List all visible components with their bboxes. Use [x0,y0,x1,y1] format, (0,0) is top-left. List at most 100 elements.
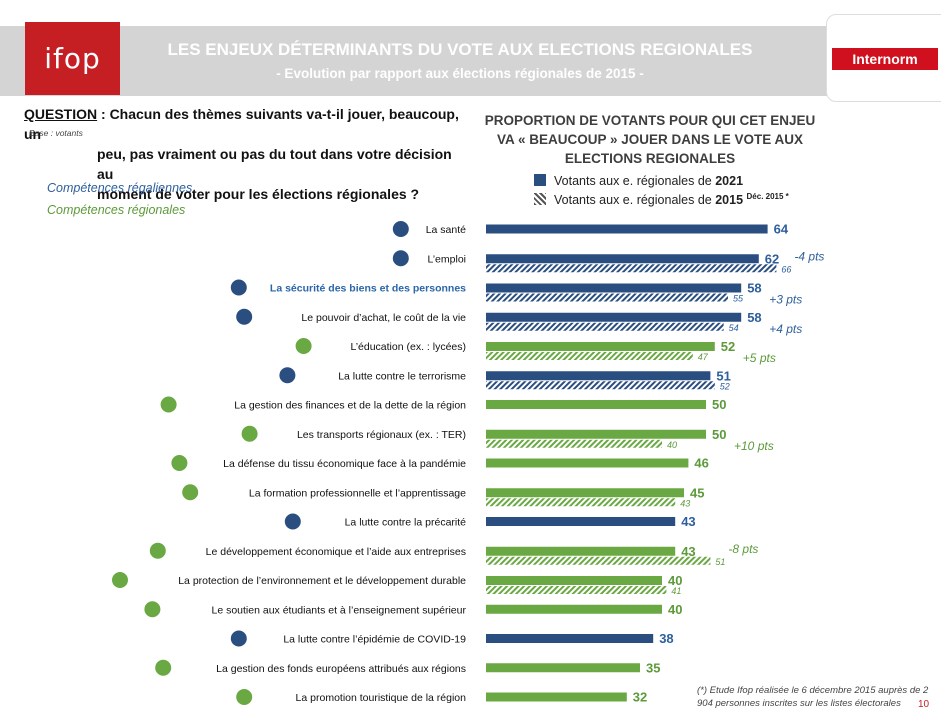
bar-2021 [486,576,662,585]
chart-title-line-3: ELECTIONS REGIONALES [564,151,736,166]
recycle-icon [112,572,128,588]
training-icon [182,484,199,501]
shopping-cart-icon [236,308,253,325]
question-line-2: peu, pas vraiment ou pas du tout dans vo… [97,146,452,182]
value-2015: 40 [667,440,677,450]
value-2015: 41 [671,586,681,596]
delta-label: -8 pts [728,542,758,556]
item-label: La lutte contre l’épidémie de COVID-19 [283,634,466,646]
item-label: La promotion touristique de la région [296,692,467,704]
item-label: L’éducation (ex. : lycées) [350,341,466,353]
item-label: La santé [426,224,466,236]
page-subtitle: - Evolution par rapport aux élections ré… [276,66,644,81]
category-regionales-label: Compétences régionales [47,203,186,217]
university-icon [144,601,161,618]
header-banner [0,26,941,96]
bar-2015 [486,586,667,594]
bar-2021 [486,517,676,526]
value-2021: 40 [668,602,682,617]
bar-2021 [486,634,654,643]
ifop-logo-text: ifop [44,42,101,75]
bar-2015 [486,264,777,273]
value-2015: 55 [733,294,744,304]
virus-icon [230,630,247,647]
delta-label: -4 pts [794,249,824,263]
item-label: Le pouvoir d’achat, le coût de la vie [301,312,466,324]
value-2021: 51 [716,368,730,383]
item-label: La sécurité des biens et des personnes [270,283,466,295]
question-block: QUESTION : Chacun des thèmes suivants va… [24,104,469,204]
legend-label-2015: Votants aux e. régionales de [554,193,716,207]
item-label: La lutte contre la précarité [345,517,467,529]
page-title: LES ENJEUX DÉTERMINANTS DU VOTE AUX ELEC… [167,40,753,59]
chart-title: PROPORTION DE VOTANTS POUR QUI CET ENJEU… [470,111,830,168]
value-2021: 45 [690,485,704,500]
legend-swatch-solid [534,174,546,186]
business-virus-icon [171,455,188,471]
item-label: La lutte contre le terrorisme [338,370,466,382]
bar-2015 [486,381,715,390]
item-label: La défense du tissu économique face à la… [223,458,466,470]
chart-title-line-1: PROPORTION DE VOTANTS POUR QUI CET ENJEU [484,113,816,128]
legend-swatch-hatched [534,193,546,205]
bar-2021 [486,224,768,234]
bar-2021 [486,692,627,702]
value-2015: 66 [781,264,791,274]
client-logo: Internorm [832,48,938,70]
shop-icon [149,542,166,559]
base-note: Base : votants [29,128,83,138]
bar-2021 [486,604,662,614]
help-person-icon [284,513,301,530]
value-2021: 50 [712,397,726,412]
bar-2021 [486,342,715,351]
item-label: Le soutien aux étudiants et à l’enseigne… [211,604,466,616]
bar-2015 [486,498,676,507]
value-2015: 51 [715,557,725,567]
soldier-icon [279,367,296,384]
value-2021: 38 [659,631,673,646]
bar-2021 [486,312,742,322]
value-2021: 43 [681,514,695,529]
category-regaliennes-label: Compétences régaliennes [47,181,193,195]
value-2021: 64 [774,222,789,237]
value-2015: 52 [720,381,730,391]
bar-2021 [486,400,706,409]
item-label: La formation professionnelle et l’appren… [249,487,466,499]
tourist-icon [236,689,253,705]
item-label: L’emploi [427,253,466,265]
legend-item-2015: Votants aux e. régionales de 2015 Déc. 2… [534,192,789,207]
legend-note-2015: Déc. 2015 * [746,192,789,201]
delta-label: +5 pts [743,351,776,365]
bar-2021 [486,458,689,468]
euro-bag-icon [155,659,172,676]
legend-year-2015: 2015 [715,193,744,207]
question-lead: QUESTION [24,106,98,122]
value-2021: 62 [765,251,779,266]
delta-label: +10 pts [734,439,774,453]
money-bag-icon [160,396,177,413]
legend-item-2021: Votants aux e. régionales de 2021 [534,174,743,188]
ifop-logo: ifop [25,22,120,95]
value-2021: 58 [747,310,761,325]
legend-year-2021: 2021 [715,174,744,188]
bar-2021 [486,254,759,264]
bar-2015 [486,352,693,360]
bar-2021 [486,488,684,498]
train-icon [241,425,258,442]
value-2021: 35 [646,660,660,675]
police-icon [230,279,247,296]
page-number: 10 [918,699,930,710]
value-2021: 43 [681,544,695,559]
workers-icon [392,250,409,267]
item-label: La gestion des fonds européens attribués… [216,663,466,675]
item-label: La protection de l’environnement et le d… [178,575,466,587]
chart-title-line-2: VA « BEAUCOUP » JOUER DANS LE VOTE AUX [496,132,804,147]
bar-2015 [486,556,711,565]
value-2021: 52 [721,339,735,354]
value-2021: 50 [712,427,726,442]
delta-label: +4 pts [769,322,802,336]
bar-2021 [486,429,706,439]
question-line-3: moment de voter pour les élections régio… [97,186,420,202]
item-label: Les transports régionaux (ex. : TER) [297,429,466,441]
